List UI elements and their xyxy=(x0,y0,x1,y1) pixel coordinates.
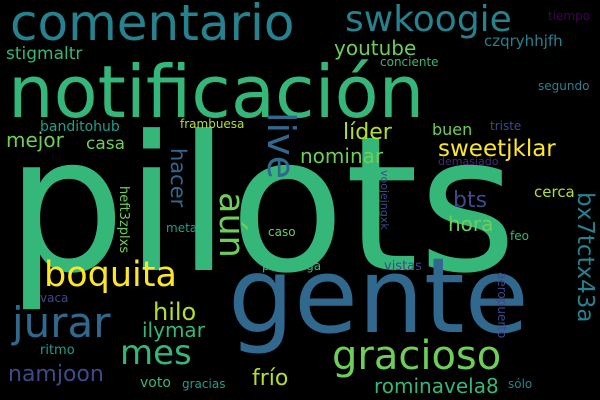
word-triste: triste xyxy=(490,119,522,133)
word-caso: caso xyxy=(268,225,296,239)
word-live: live xyxy=(259,112,303,179)
word-youtube: youtube xyxy=(334,36,417,60)
word-aun: aún xyxy=(211,192,251,258)
word-aeropuerto: aeropuerto xyxy=(495,272,509,339)
word-solo: sólo xyxy=(508,377,533,391)
word-gracioso: gracioso xyxy=(332,333,502,379)
word-banditohub: banditohub xyxy=(40,119,120,135)
word-voojejngxk: voojejngxk xyxy=(378,170,391,230)
word-vistas: vistas xyxy=(384,259,422,274)
word-boquita: boquita xyxy=(44,255,177,295)
word-ritmo: ritmo xyxy=(40,343,75,358)
word-rominavela8: rominavela8 xyxy=(374,374,499,398)
word-mes: mes xyxy=(120,333,192,373)
word-bx7tctx43a: bx7tctx43a xyxy=(572,192,598,323)
word-casa: casa xyxy=(86,134,126,154)
word-comentario: comentario xyxy=(10,0,295,52)
word-hacer: hacer xyxy=(166,148,190,208)
word-pachanga: pachanga xyxy=(262,259,322,273)
word-notificacion: notificación xyxy=(8,50,425,134)
word-gente: gente xyxy=(228,235,529,357)
word-cerca: cerca xyxy=(534,183,575,201)
word-voto: voto xyxy=(140,375,171,391)
word-feo: feo xyxy=(510,229,529,243)
word-meta: meta xyxy=(166,221,198,235)
word-nominar: nominar xyxy=(300,144,384,168)
word-namjoon: namjoon xyxy=(8,362,104,387)
word-vaca: vaca xyxy=(40,291,69,305)
word-bts: bts xyxy=(453,188,488,213)
word-conciente: conciente xyxy=(380,55,439,69)
word-gracias: gracias xyxy=(182,377,226,391)
word-jurar: jurar xyxy=(12,298,111,347)
word-sweetjklar: sweetjklar xyxy=(438,136,556,162)
word-demasiado: demasiado xyxy=(438,155,499,168)
word-hilo: hilo xyxy=(153,298,197,326)
word-mejor: mejor xyxy=(6,128,64,152)
word-heft3zplxs: heft3zplxs xyxy=(116,186,131,254)
word-tiempo: tiempo xyxy=(548,9,591,23)
word-buen: buen xyxy=(432,120,473,139)
word-segundo: segundo xyxy=(538,79,590,93)
word-lider: líder xyxy=(343,120,392,145)
word-hora: hora xyxy=(448,212,494,236)
word-czqryhhjfh: czqryhhjfh xyxy=(484,32,563,50)
word-pilots: pilots xyxy=(6,96,517,315)
word-ilymar: ilymar xyxy=(142,318,205,342)
word-stigmaltr: stigmaltr xyxy=(6,44,83,64)
word-swkoogie: swkoogie xyxy=(345,0,512,40)
word-frambuesa: frambuesa xyxy=(180,117,245,131)
word-frio: frío xyxy=(252,366,289,391)
